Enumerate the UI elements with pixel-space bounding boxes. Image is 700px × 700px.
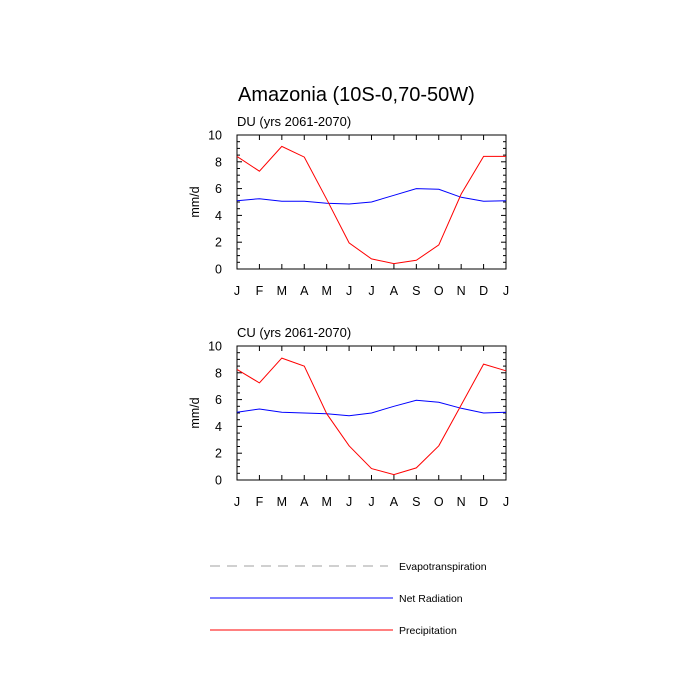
x-tick-label: J: [234, 495, 240, 509]
x-tick-label: O: [434, 495, 444, 509]
x-tick-label: N: [457, 284, 466, 298]
panel-subtitle: CU (yrs 2061-2070): [237, 325, 351, 340]
panel-subtitle: DU (yrs 2061-2070): [237, 114, 351, 129]
y-tick-label: 2: [215, 236, 222, 250]
x-tick-label: J: [346, 284, 352, 298]
x-tick-label: S: [412, 284, 420, 298]
y-tick-label: 10: [208, 129, 222, 143]
x-tick-label: M: [321, 284, 331, 298]
legend-label-net-radiation: Net Radiation: [399, 593, 463, 605]
x-tick-label: O: [434, 284, 444, 298]
x-tick-label: J: [368, 284, 374, 298]
x-tick-label: J: [503, 495, 509, 509]
y-axis-label: mm/d: [188, 397, 202, 428]
x-tick-label: J: [234, 284, 240, 298]
legend-entry-precipitation: Precipitation: [210, 625, 457, 637]
series-line-precipitation: [236, 145, 506, 265]
x-tick-label: N: [457, 495, 466, 509]
y-tick-label: 6: [215, 393, 222, 407]
x-tick-label: J: [346, 495, 352, 509]
x-tick-label: M: [277, 495, 287, 509]
series-line-net-radiation: [236, 399, 507, 417]
y-tick-label: 0: [215, 263, 222, 277]
x-tick-label: M: [277, 284, 287, 298]
x-tick-label: A: [390, 284, 399, 298]
x-tick-label: F: [256, 284, 264, 298]
y-tick-label: 8: [215, 366, 222, 380]
y-tick-label: 2: [215, 447, 222, 461]
x-tick-label: M: [321, 495, 331, 509]
chart-title: Amazonia (10S-0,70-50W): [238, 84, 475, 106]
x-tick-label: A: [300, 284, 309, 298]
x-tick-label: J: [368, 495, 374, 509]
x-tick-label: A: [390, 495, 399, 509]
x-tick-label: F: [256, 495, 264, 509]
legend-label-evapotranspiration: Evapotranspiration: [399, 561, 487, 573]
y-tick-label: 4: [215, 209, 222, 223]
legend: Evapotranspiration Net Radiation Precipi…: [210, 561, 487, 637]
x-tick-label: J: [503, 284, 509, 298]
x-tick-label: D: [479, 495, 488, 509]
legend-entry-evapotranspiration: Evapotranspiration: [210, 561, 487, 573]
x-tick-label: D: [479, 284, 488, 298]
y-tick-label: 8: [215, 155, 222, 169]
x-tick-label: S: [412, 495, 420, 509]
legend-label-precipitation: Precipitation: [399, 625, 457, 637]
series-line-net-radiation: [236, 188, 507, 205]
y-axis-label: mm/d: [188, 186, 202, 217]
legend-entry-net-radiation: Net Radiation: [210, 593, 463, 605]
y-tick-label: 0: [215, 474, 222, 488]
x-tick-label: A: [300, 495, 309, 509]
y-tick-label: 6: [215, 182, 222, 196]
y-tick-label: 10: [208, 340, 222, 354]
series-line-precipitation: [236, 357, 507, 476]
y-tick-label: 4: [215, 420, 222, 434]
